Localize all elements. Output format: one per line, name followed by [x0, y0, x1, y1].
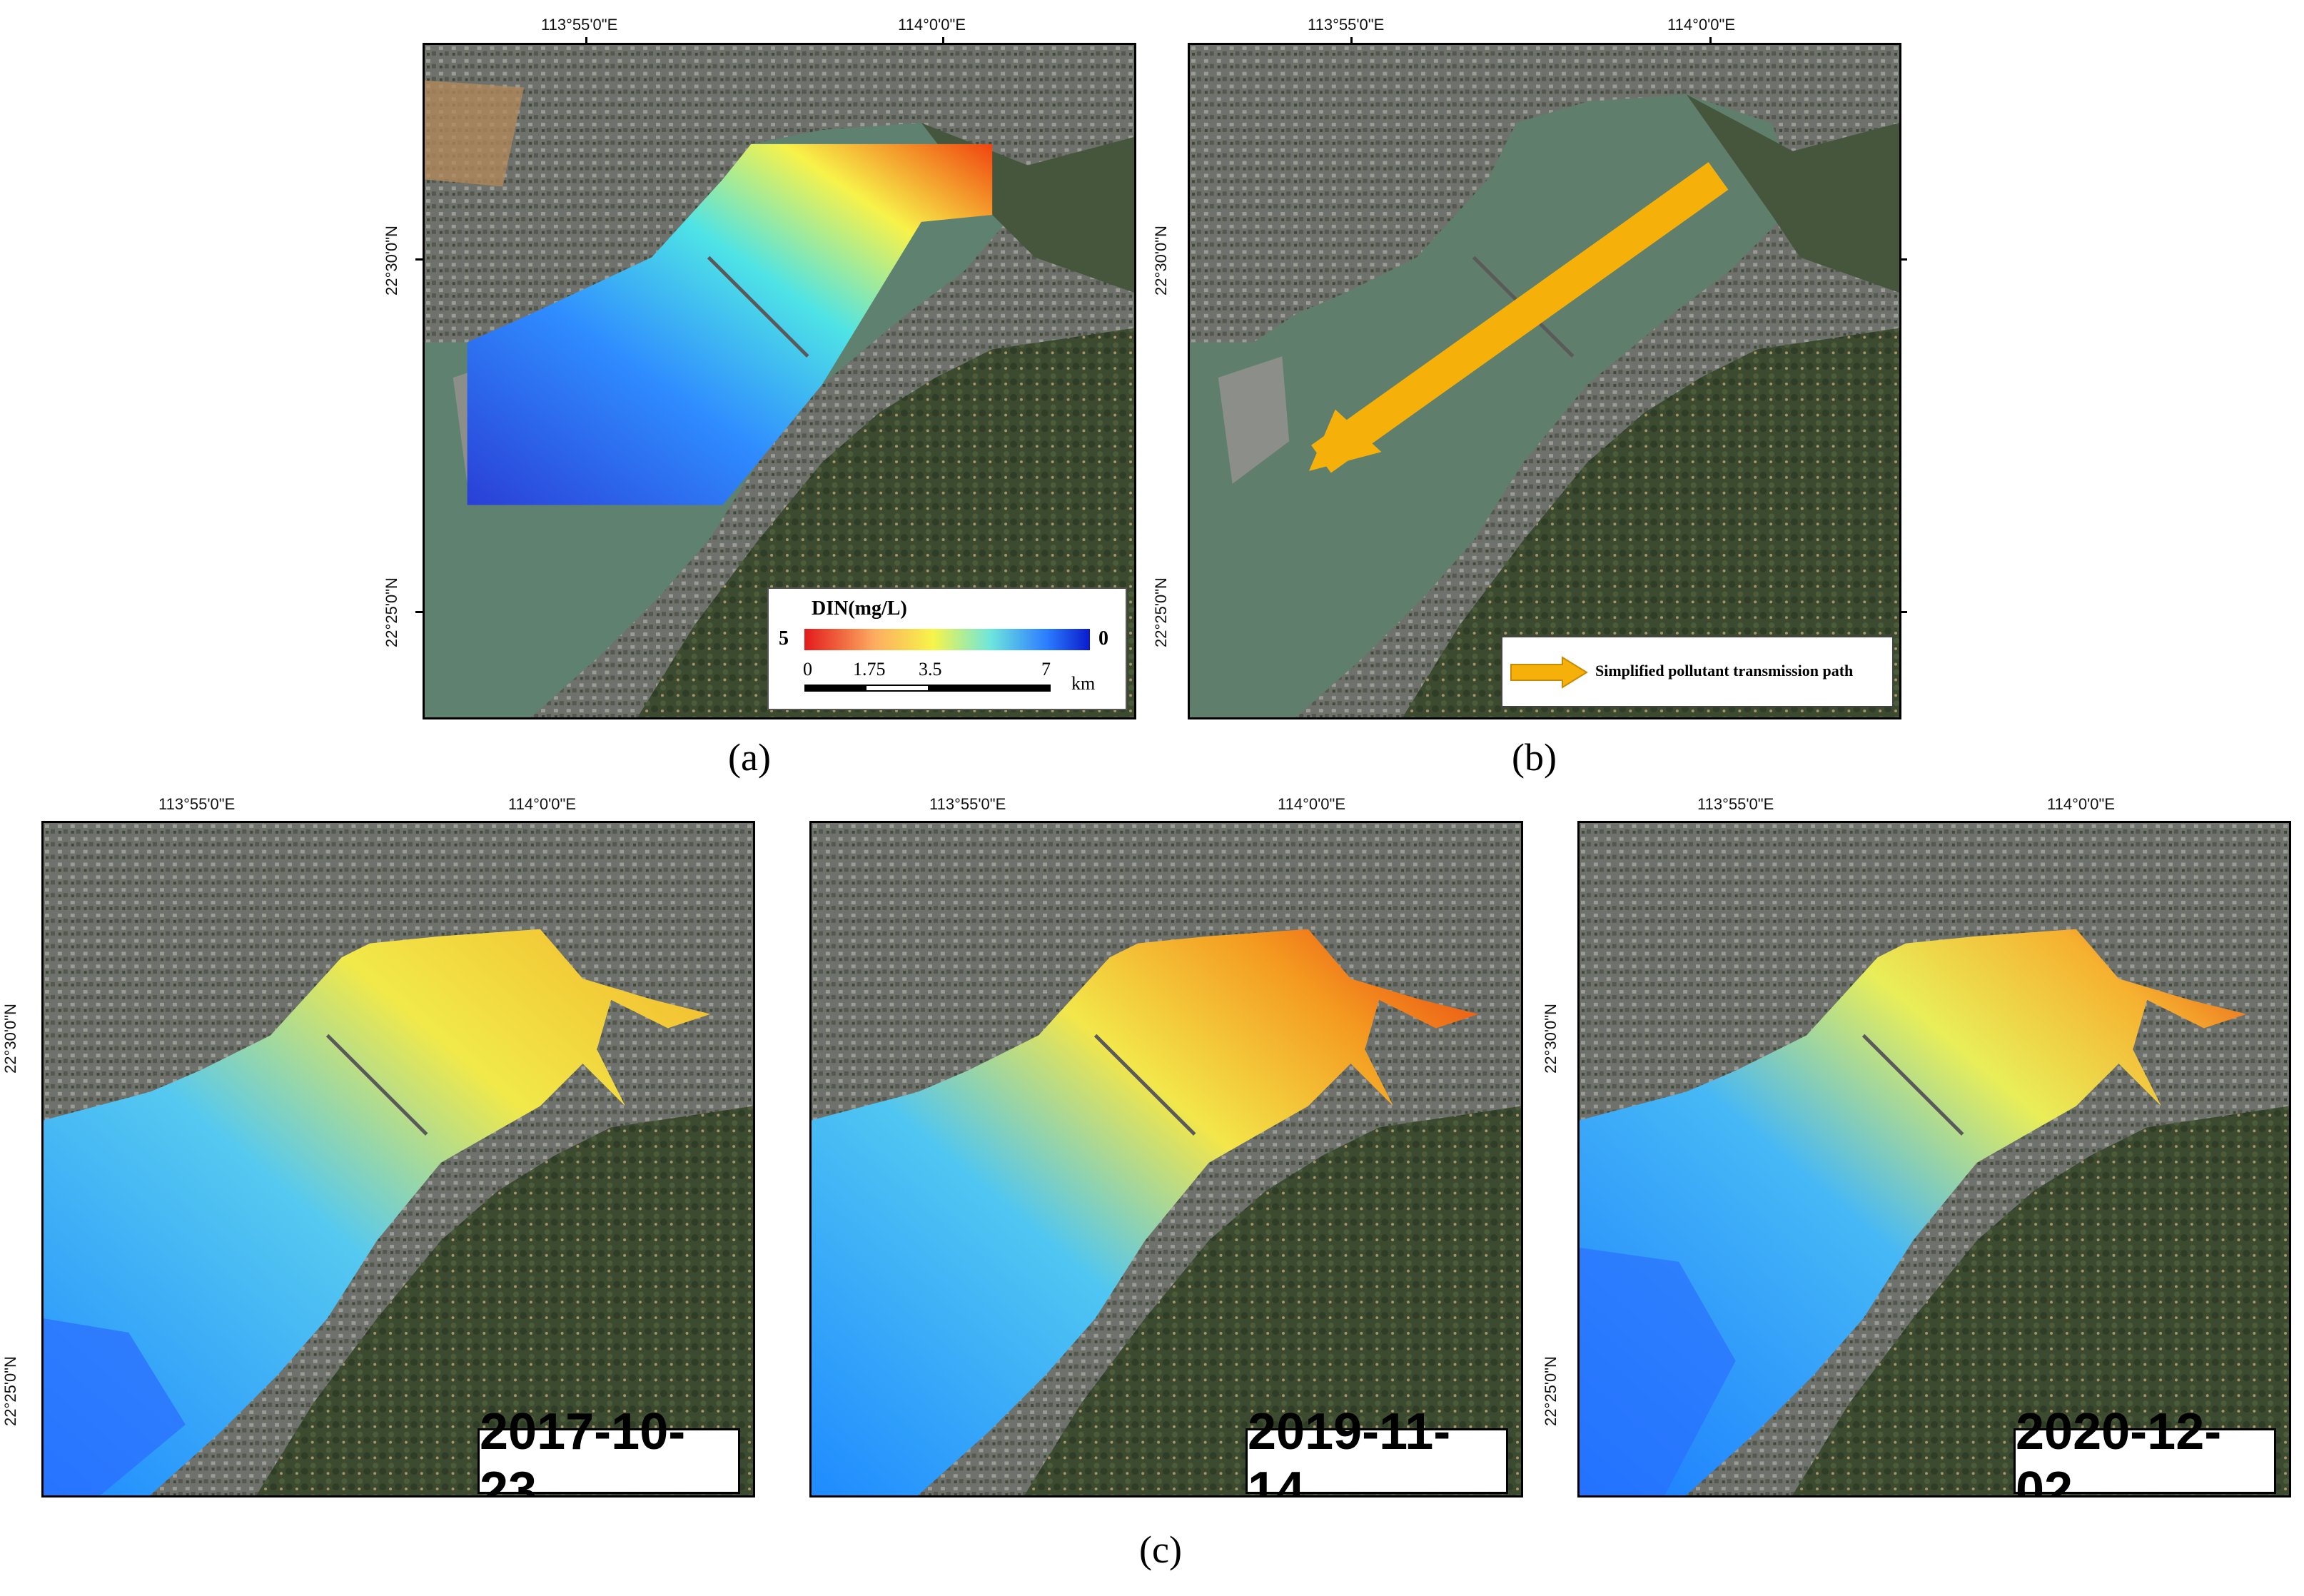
caption-b: (b)	[1512, 736, 1557, 779]
pollutant-path-map: Simplified pollutant transmission path	[1188, 43, 1901, 719]
date-label-2017: 2017-10-23	[478, 1403, 740, 1495]
caption-a: (a)	[728, 736, 771, 779]
lon-label-left: 113°55'0"E	[1308, 16, 1385, 34]
path-legend: Simplified pollutant transmission path	[1501, 636, 1894, 707]
lat-label-top: 22°30'0"N	[1151, 226, 1170, 296]
din-model-map: DIN(mg/L) 5 0 0 1.75 3.5 7 km	[423, 43, 1136, 719]
legend-max-label: 5	[779, 627, 789, 650]
din-map-2020: 2020-12-02	[1577, 821, 2291, 1497]
scale-label-0: 0	[803, 659, 812, 680]
caption-c: (c)	[1139, 1528, 1182, 1571]
lon-label-right: 114°0'0"E	[898, 16, 966, 34]
path-legend-label: Simplified pollutant transmission path	[1595, 662, 1854, 680]
lat-label-bottom: 22°25'0"N	[1151, 577, 1170, 647]
transmission-arrow-head	[1308, 409, 1382, 471]
lon-label-right: 114°0'0"E	[1278, 795, 1346, 813]
lat-label-bottom: 22°25'0"N	[1, 1356, 19, 1426]
lon-label-left: 113°55'0"E	[1697, 795, 1774, 813]
lon-label-left: 113°55'0"E	[541, 16, 618, 34]
date-label-2019: 2019-11-14	[1246, 1403, 1508, 1495]
din-legend: DIN(mg/L) 5 0 0 1.75 3.5 7 km	[767, 587, 1127, 710]
legend-title: DIN(mg/L)	[812, 597, 907, 620]
din-map-2017: 2017-10-23	[41, 821, 755, 1497]
lat-label-top: 22°30'0"N	[1541, 1004, 1560, 1074]
scale-bar	[804, 685, 1051, 692]
lon-label-left: 113°55'0"E	[158, 795, 236, 813]
scale-label-1: 1.75	[853, 659, 886, 680]
lon-label-right: 114°0'0"E	[2047, 795, 2116, 813]
legend-colorbar	[804, 629, 1090, 650]
lat-label-top: 22°30'0"N	[382, 226, 400, 296]
scale-unit: km	[1071, 673, 1096, 694]
legend-arrow-icon	[1510, 656, 1588, 689]
din-map-2019: 2019-11-14	[809, 821, 1523, 1497]
transmission-arrow-shaft	[1311, 162, 1729, 473]
lon-label-right: 114°0'0"E	[1667, 16, 1736, 34]
scale-label-3: 7	[1041, 659, 1051, 680]
scale-label-2: 3.5	[919, 659, 942, 680]
date-label-2020: 2020-12-02	[2014, 1403, 2276, 1495]
lon-label-right: 114°0'0"E	[508, 795, 577, 813]
lat-label-bottom: 22°25'0"N	[1541, 1356, 1560, 1426]
legend-min-label: 0	[1098, 627, 1108, 650]
lat-label-top: 22°30'0"N	[1, 1004, 19, 1074]
lat-label-bottom: 22°25'0"N	[382, 577, 400, 647]
lon-label-left: 113°55'0"E	[929, 795, 1006, 813]
